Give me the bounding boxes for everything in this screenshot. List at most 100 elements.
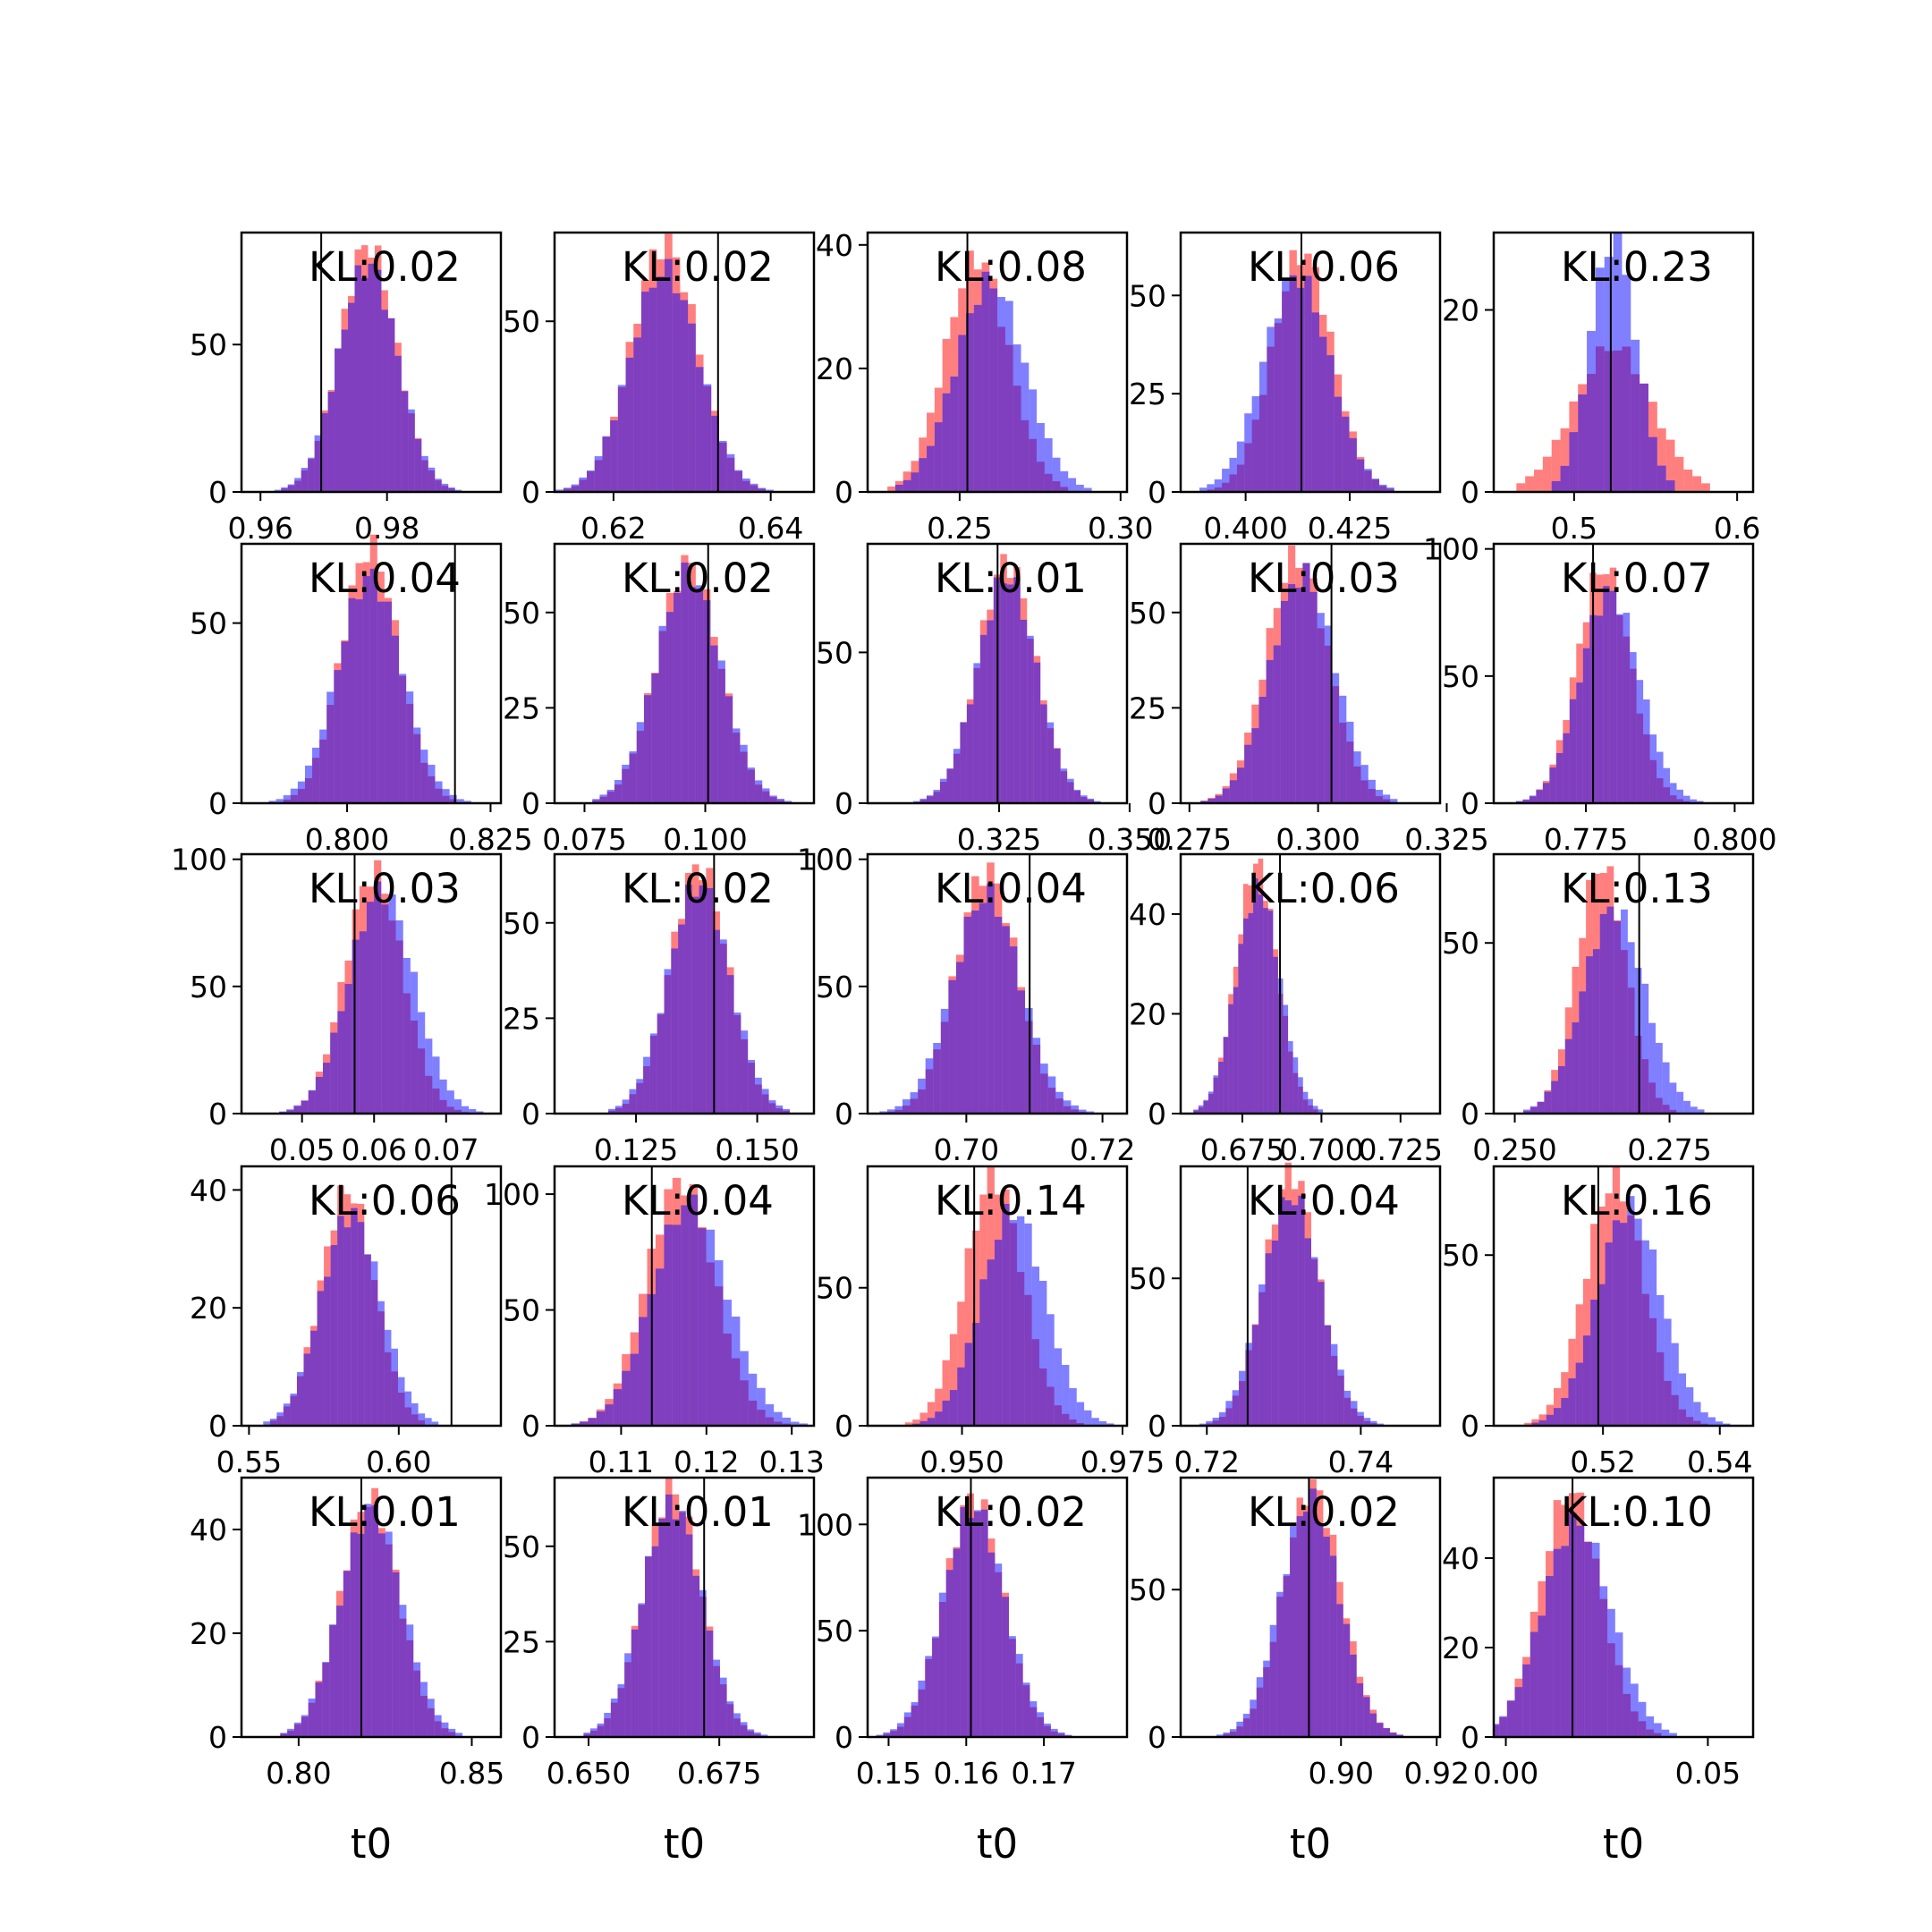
blue-histogram-bar	[1546, 1576, 1554, 1737]
kl-divergence-label: KL:0.02	[622, 555, 774, 602]
x-tick-label: 0.400	[1203, 511, 1287, 546]
blue-histogram-bar	[434, 1715, 442, 1737]
blue-histogram-bar	[420, 750, 428, 803]
blue-histogram-bar	[919, 1420, 928, 1426]
blue-histogram-bar	[684, 884, 692, 1114]
blue-histogram-bar	[664, 969, 672, 1114]
blue-histogram-bar	[326, 691, 335, 803]
blue-histogram-bar	[1396, 1734, 1403, 1737]
blue-histogram-bar	[939, 778, 947, 803]
x-tick-label: 0.800	[1692, 822, 1776, 857]
blue-histogram-bar	[1530, 1631, 1538, 1737]
blue-histogram-bar	[681, 562, 689, 803]
blue-histogram-bar	[953, 749, 961, 803]
blue-histogram-bar	[629, 1089, 637, 1114]
blue-histogram-bar	[1514, 1687, 1523, 1737]
x-tick-label: 0.54	[1687, 1445, 1752, 1479]
blue-histogram-bar	[392, 1572, 400, 1737]
blue-histogram-bar	[1283, 1573, 1291, 1737]
blue-histogram-bar	[366, 902, 375, 1114]
blue-histogram-bar	[1208, 798, 1216, 803]
blue-histogram-bar	[1369, 1713, 1377, 1737]
blue-histogram-bar	[1258, 361, 1267, 492]
blue-histogram-bar	[678, 924, 685, 1114]
x-tick-label: 0.975	[1080, 1445, 1165, 1479]
blue-histogram-bar	[689, 1194, 699, 1426]
blue-histogram-bar	[664, 1224, 673, 1426]
blue-histogram-bar	[946, 768, 953, 803]
blue-histogram-bar	[1630, 652, 1637, 803]
blue-histogram-bar	[945, 1570, 953, 1737]
blue-histogram-bar	[636, 722, 645, 803]
blue-histogram-bar	[783, 1108, 791, 1114]
x-tick-label: 0.07	[413, 1132, 479, 1167]
blue-histogram-bar	[1256, 1677, 1264, 1737]
blue-histogram-bar	[688, 323, 696, 492]
blue-histogram-bar	[364, 1504, 372, 1737]
blue-histogram-bar	[957, 1367, 965, 1426]
blue-histogram-bar	[971, 911, 979, 1114]
blue-histogram-bar	[1609, 590, 1617, 803]
y-tick-label: 0	[1148, 1720, 1166, 1755]
x-tick-label: 0.675	[677, 1756, 761, 1791]
blue-histogram-bars	[280, 1504, 463, 1737]
blue-histogram-bar	[1655, 1042, 1663, 1114]
blue-histogram-bar	[421, 455, 428, 492]
blue-histogram-bar	[1242, 1714, 1250, 1737]
blue-histogram-bar	[312, 747, 320, 803]
blue-histogram-bar	[418, 1413, 426, 1426]
blue-histogram-bar	[1199, 487, 1208, 492]
red-histogram-bar	[927, 1402, 936, 1426]
blue-histogram-bar	[1078, 1109, 1087, 1114]
blue-histogram-bar	[1030, 1701, 1038, 1737]
blue-histogram-bar	[1549, 767, 1556, 803]
y-tick-label: 50	[190, 606, 227, 641]
y-tick-label: 50	[816, 970, 853, 1004]
blue-histogram-bar	[290, 788, 298, 803]
red-histogram-bar	[919, 1412, 928, 1426]
blue-histogram-bar	[268, 801, 276, 803]
blue-histogram-bar	[1522, 799, 1530, 803]
blue-histogram-bar	[754, 1077, 762, 1114]
blue-histogram-bar	[397, 1377, 405, 1426]
blue-histogram-bar	[1016, 1216, 1025, 1426]
blue-histogram-bar	[1236, 441, 1245, 492]
blue-histogram-bars	[555, 258, 774, 492]
x-tick-label: 0.55	[216, 1445, 282, 1479]
blue-histogram-bar	[958, 335, 967, 492]
blue-histogram-bar	[1091, 1418, 1099, 1426]
blue-histogram-bar	[614, 779, 623, 803]
blue-histogram-bar	[622, 1099, 630, 1114]
blue-histogram-bar	[799, 1423, 808, 1426]
blue-histogram-bar	[910, 1092, 919, 1114]
blue-histogram-bar	[1273, 956, 1278, 1114]
blue-histogram-bar	[658, 625, 666, 803]
x-axis-label: t0	[1603, 1820, 1644, 1868]
blue-histogram-bar	[1631, 1683, 1639, 1737]
blue-histogram-bar	[369, 568, 377, 803]
y-tick-label: 25	[503, 691, 540, 725]
blue-histogram-bar	[602, 436, 611, 492]
x-tick-label: 0.30	[1088, 511, 1153, 546]
blue-histogram-bar	[435, 479, 442, 492]
y-tick-label: 40	[190, 1513, 227, 1547]
blue-histogram-bar	[315, 1076, 324, 1114]
blue-histogram-bar	[1614, 920, 1622, 1114]
y-tick-label: 50	[503, 596, 540, 631]
blue-histogram-bar	[1690, 799, 1697, 803]
blue-histogram-bar	[1013, 344, 1021, 492]
blue-histogram-bar	[1646, 1716, 1654, 1737]
kl-divergence-label: KL:0.16	[1561, 1177, 1713, 1224]
blue-histogram-bar	[385, 1531, 393, 1737]
blue-histogram-bar	[971, 1323, 980, 1426]
red-histogram-bar	[1665, 439, 1675, 492]
blue-histogram-bar	[719, 1677, 727, 1737]
blue-histogram-bar	[1578, 394, 1588, 492]
blue-histogram-bar	[448, 1728, 456, 1737]
blue-histogram-bar	[1273, 645, 1281, 803]
blue-histogram-bar	[769, 795, 777, 803]
blue-histogram-bar	[1228, 1004, 1233, 1114]
y-tick-label: 50	[503, 1530, 540, 1564]
x-tick-label: 0.13	[758, 1445, 824, 1479]
